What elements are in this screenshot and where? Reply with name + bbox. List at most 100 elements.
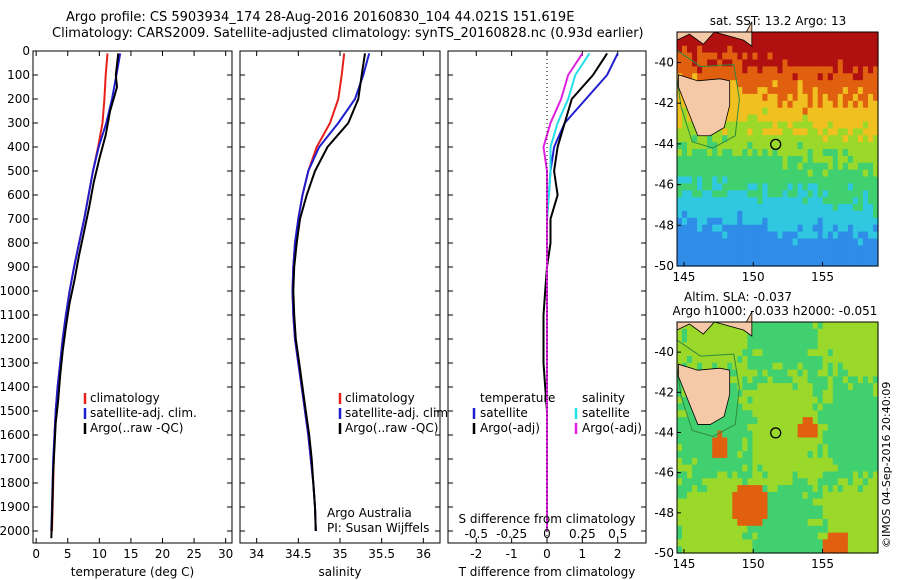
map-cell	[868, 451, 874, 459]
map-cell	[777, 217, 784, 226]
map-cell	[868, 342, 874, 350]
map-cell	[782, 231, 789, 240]
map-cell	[817, 362, 824, 371]
map-cell	[727, 457, 733, 466]
map-cell	[777, 403, 784, 411]
map-cell	[847, 457, 854, 466]
map-cell	[732, 93, 738, 102]
map-cell	[752, 245, 758, 253]
map-cell	[697, 162, 703, 171]
map-cell	[747, 498, 753, 506]
map-cell	[862, 135, 869, 143]
map-cell	[847, 45, 854, 54]
map-cell	[847, 114, 854, 123]
map-cell	[857, 135, 864, 143]
map-cell	[802, 183, 809, 191]
map-cell	[873, 73, 879, 81]
map-cell	[862, 349, 869, 357]
map-cell	[772, 491, 779, 500]
map-cell	[752, 546, 758, 554]
map-cell	[842, 389, 849, 398]
map-cell	[852, 328, 859, 337]
map-cell	[702, 155, 708, 164]
map-cell	[837, 169, 844, 178]
map-cell	[697, 430, 703, 439]
y-tick-label: -48	[654, 218, 674, 232]
map-cell	[712, 437, 718, 445]
map-cell	[707, 238, 713, 246]
map-cell	[722, 155, 728, 164]
map-cell	[807, 505, 814, 513]
map-cell	[692, 73, 698, 81]
map-cell	[862, 107, 869, 116]
map-cell	[847, 498, 854, 506]
map-cell	[717, 231, 723, 240]
map-cell	[787, 342, 794, 350]
map-cell	[842, 87, 849, 95]
map-cell	[837, 238, 844, 246]
map-cell	[757, 238, 763, 246]
map-cell	[742, 546, 748, 554]
map-cell	[732, 546, 738, 554]
map-cell	[727, 204, 733, 212]
map-cell	[787, 45, 794, 54]
map-cell	[772, 210, 779, 219]
map-cell	[868, 478, 874, 486]
map-cell	[832, 437, 839, 445]
map-cell	[707, 66, 713, 74]
map-cell	[737, 335, 743, 343]
map-cell	[707, 444, 713, 452]
map-cell	[827, 204, 834, 212]
map-cell	[727, 376, 733, 384]
map-cell	[852, 491, 859, 500]
map-cell	[822, 128, 829, 136]
map-cell	[873, 93, 879, 102]
map-cell	[847, 224, 854, 233]
map-cell	[852, 135, 859, 143]
map-cell	[777, 342, 784, 350]
map-cell	[772, 485, 779, 493]
map-cell	[873, 155, 879, 164]
map-cell	[817, 451, 824, 459]
map-cell	[847, 107, 854, 116]
map-cell	[752, 335, 758, 343]
map-cell	[797, 322, 804, 330]
map-cell	[792, 204, 799, 212]
map-cell	[732, 183, 738, 191]
map-cell	[868, 190, 874, 198]
map-cell	[707, 52, 713, 61]
map-cell	[732, 417, 738, 425]
map-cell	[822, 525, 829, 534]
map-cell	[677, 464, 683, 473]
map-cell	[687, 451, 693, 459]
map-cell	[873, 204, 879, 212]
map-cell	[797, 183, 804, 191]
map-cell	[822, 100, 829, 109]
map-cell	[782, 444, 789, 452]
map-cell	[727, 491, 733, 500]
map-cell	[852, 66, 859, 74]
map-cell	[722, 224, 728, 233]
map-title-sla: Altim. SLA: -0.037	[684, 290, 792, 304]
map-cell	[737, 369, 743, 377]
map-cell	[857, 471, 864, 479]
map-cell	[737, 52, 743, 61]
y-tick-label: -44	[654, 137, 674, 151]
map-cell	[752, 100, 758, 109]
map-cell	[782, 245, 789, 253]
map-cell	[817, 356, 824, 364]
map-cell	[742, 335, 748, 343]
map-cell	[847, 335, 854, 343]
map-cell	[873, 376, 879, 384]
map-cell	[857, 505, 864, 513]
map-cell	[707, 210, 713, 219]
map-cell	[832, 217, 839, 226]
map-cell	[807, 356, 814, 364]
map-cell	[812, 204, 819, 212]
map-cell	[862, 525, 869, 534]
map-cell	[787, 349, 794, 357]
map-cell	[687, 252, 693, 260]
map-cell	[817, 498, 824, 506]
map-cell	[722, 73, 728, 81]
map-cell	[842, 162, 849, 171]
